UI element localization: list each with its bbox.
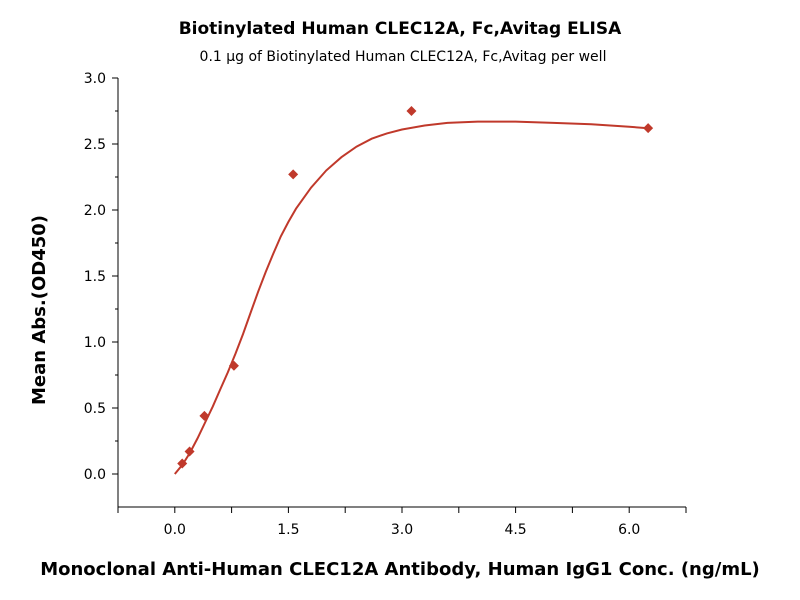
data-point xyxy=(184,446,195,457)
data-point xyxy=(199,410,210,421)
data-point xyxy=(406,106,417,116)
x-axis-label: Monoclonal Anti-Human CLEC12A Antibody, … xyxy=(40,559,760,580)
y-tick-label: 2.0 xyxy=(84,203,106,219)
y-tick-label: 1.0 xyxy=(84,335,106,351)
y-tick-label: 3.0 xyxy=(84,71,106,87)
y-tick-label: 0.5 xyxy=(84,401,106,417)
data-point xyxy=(228,360,239,371)
y-tick-label: 1.5 xyxy=(84,269,106,285)
x-tick-label: 1.5 xyxy=(277,522,299,538)
x-axis-ticks: 0.0 1.5 3.0 4.5 6.0 xyxy=(117,507,687,538)
data-point xyxy=(288,169,299,180)
chart-subtitle: 0.1 μg of Biotinylated Human CLEC12A, Fc… xyxy=(200,49,607,65)
x-tick-label: 3.0 xyxy=(391,522,413,538)
data-point xyxy=(177,458,188,469)
chart-title: Biotinylated Human CLEC12A, Fc,Avitag EL… xyxy=(179,19,622,39)
x-tick-label: 6.0 xyxy=(618,522,640,538)
y-tick-label: 2.5 xyxy=(84,137,106,153)
y-axis-ticks: 0.0 0.5 1.0 1.5 2.0 2.5 3.0 xyxy=(84,71,118,483)
y-tick-label: 0.0 xyxy=(84,467,106,483)
fit-curve xyxy=(174,120,649,475)
data-points xyxy=(177,106,654,469)
x-tick-label: 4.5 xyxy=(504,522,526,538)
y-axis-label: Mean Abs.(OD450) xyxy=(29,215,50,405)
data-point xyxy=(643,123,654,134)
x-tick-label: 0.0 xyxy=(164,522,186,538)
